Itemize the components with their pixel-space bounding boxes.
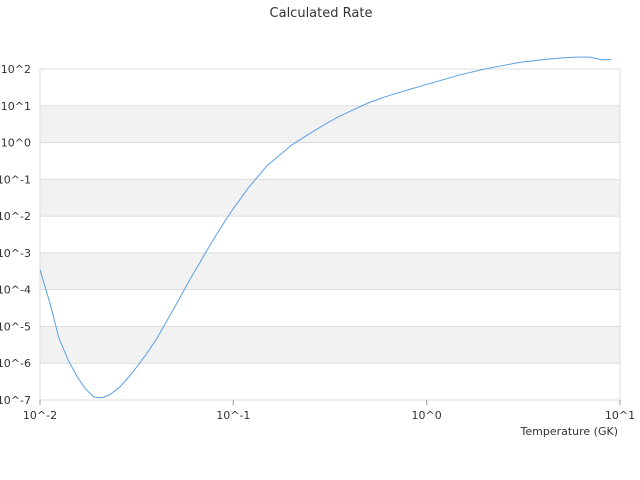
plot-band — [40, 105, 620, 143]
gridlines — [39, 68, 621, 401]
y-tick-label: 10^-5 — [0, 320, 31, 333]
y-tick-label: 10^2 — [1, 63, 31, 76]
series-line — [39, 56, 612, 399]
plot-band — [40, 216, 620, 253]
y-tick-label: 10^-1 — [0, 173, 31, 186]
y-tick-label: 10^-4 — [0, 284, 31, 297]
plot-band — [40, 363, 620, 400]
plot-band — [40, 252, 620, 290]
y-tick-label: 10^1 — [1, 100, 31, 113]
plot-bands — [40, 69, 620, 400]
plot-band — [40, 179, 620, 217]
plot-band — [40, 289, 620, 327]
plot-band — [40, 69, 620, 106]
plot-band — [40, 142, 620, 180]
x-tick-label: 10^-2 — [23, 409, 57, 422]
x-axis-label: Temperature (GK) — [520, 425, 619, 438]
x-tick-label: 10^1 — [605, 409, 635, 422]
x-tick-label: 10^-1 — [216, 409, 250, 422]
chart-title: Calculated Rate — [270, 6, 373, 21]
y-tick-label: 10^-6 — [0, 357, 31, 370]
y-tick-label: 10^0 — [1, 137, 31, 150]
x-tick-label: 10^0 — [412, 409, 442, 422]
y-axis: 10^-7 10^-6 10^-5 10^-4 10^-3 10^-2 10^-1 10^0 1… — [0, 63, 31, 407]
x-axis: 10^-2 10^-1 10^0 10^1 — [23, 400, 635, 422]
series-line-path — [39, 56, 612, 399]
y-tick-label: 10^-7 — [0, 394, 31, 407]
y-tick-label: 10^-2 — [0, 210, 31, 223]
y-tick-label: 10^-3 — [0, 247, 31, 260]
plot-band — [40, 326, 620, 364]
